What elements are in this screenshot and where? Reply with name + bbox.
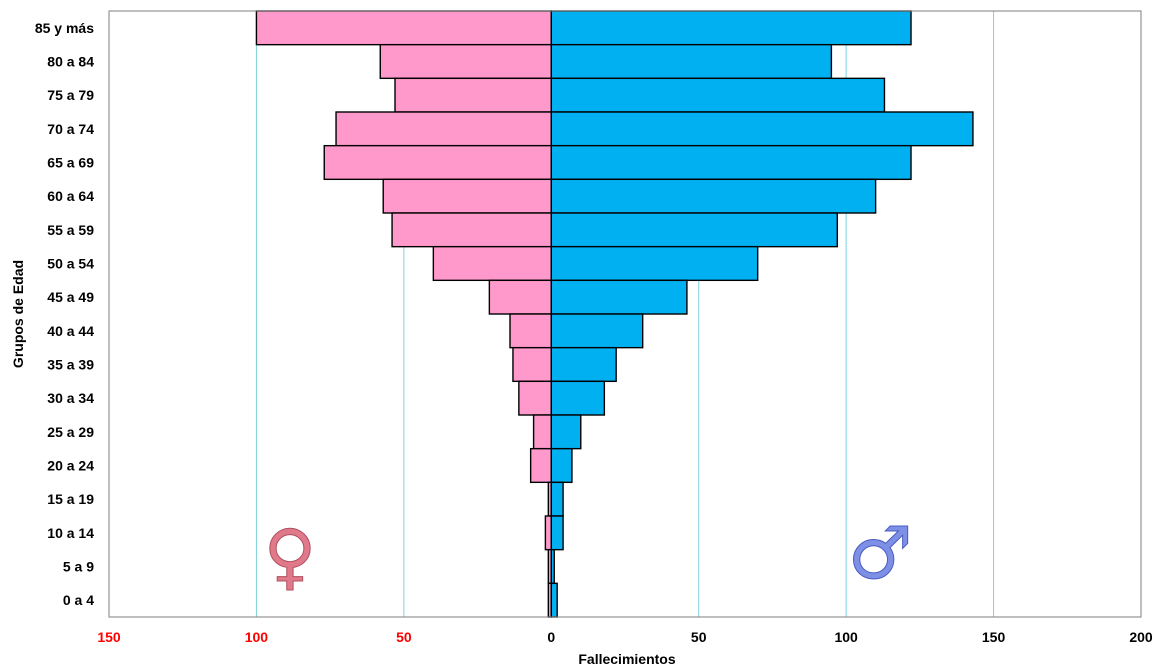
category-label: 10 a 14: [47, 525, 94, 541]
male-bar: [550, 212, 838, 248]
female-bar: [323, 144, 552, 181]
category-label: 0 a 4: [63, 592, 94, 608]
x-tick-label: 100: [834, 629, 858, 645]
female-bar: [379, 43, 552, 80]
female-bar: [529, 447, 552, 484]
male-bar: [550, 245, 759, 282]
x-tick-label: 150: [982, 629, 1006, 645]
category-label: 45 a 49: [47, 289, 94, 305]
y-axis-title: Grupos de Edad: [10, 260, 26, 368]
female-bar: [394, 77, 552, 113]
female-bar: [488, 279, 552, 315]
x-tick-label: 100: [245, 629, 269, 645]
category-label: 15 a 19: [47, 491, 94, 507]
category-label: 85 y más: [35, 20, 94, 36]
category-label: 35 a 39: [47, 357, 94, 373]
category-label: 5 a 9: [63, 559, 94, 575]
male-bar: [550, 380, 606, 416]
category-label: 75 a 79: [47, 87, 94, 103]
male-symbol-icon: ♂: [848, 511, 913, 595]
male-bar: [550, 548, 555, 585]
female-bar: [382, 178, 552, 214]
female-bar: [544, 515, 552, 551]
male-bar: [550, 144, 912, 181]
category-label: 50 a 54: [47, 256, 94, 272]
male-bar: [550, 111, 974, 147]
x-tick-labels: 150 100 50 0 50 100 150 200: [97, 629, 1153, 645]
x-tick-label: 50: [691, 629, 707, 645]
category-label: 65 a 69: [47, 155, 94, 171]
female-bar: [335, 111, 552, 147]
male-bar: [550, 77, 886, 113]
male-bar: [550, 515, 564, 551]
category-label: 80 a 84: [47, 54, 94, 70]
plot-area-frame: [108, 10, 1142, 618]
female-bar: [532, 414, 552, 450]
x-tick-label: 50: [396, 629, 412, 645]
x-tick-label: 150: [97, 629, 121, 645]
bars: [255, 10, 974, 618]
category-label: 25 a 29: [47, 424, 94, 440]
x-tick-label: 0: [547, 629, 555, 645]
category-label: 30 a 34: [47, 390, 94, 406]
female-bar: [432, 245, 552, 282]
female-bar: [255, 10, 552, 46]
male-bar: [550, 279, 688, 315]
male-bar: [550, 346, 617, 383]
category-label: 55 a 59: [47, 222, 94, 238]
category-labels: 85 y más 80 a 84 75 a 79 70 a 74 65 a 69 60 a…: [35, 20, 94, 608]
male-bar: [550, 10, 912, 46]
female-bar: [518, 380, 552, 416]
male-bar: [550, 582, 558, 618]
category-label: 20 a 24: [47, 458, 94, 474]
male-bar: [550, 313, 644, 349]
x-tick-label: 200: [1129, 629, 1153, 645]
x-axis-title: Fallecimientos: [578, 651, 675, 666]
female-bar: [512, 346, 552, 383]
male-bar: [550, 414, 582, 450]
male-bar: [550, 481, 564, 517]
category-label: 40 a 44: [47, 323, 94, 339]
female-bar: [509, 313, 552, 349]
female-bar: [391, 212, 552, 248]
female-symbol-icon: ♀: [264, 514, 317, 598]
male-bar: [550, 43, 833, 80]
male-bar: [550, 178, 877, 214]
category-label: 60 a 64: [47, 188, 94, 204]
male-bar: [550, 447, 573, 484]
category-label: 70 a 74: [47, 121, 94, 137]
